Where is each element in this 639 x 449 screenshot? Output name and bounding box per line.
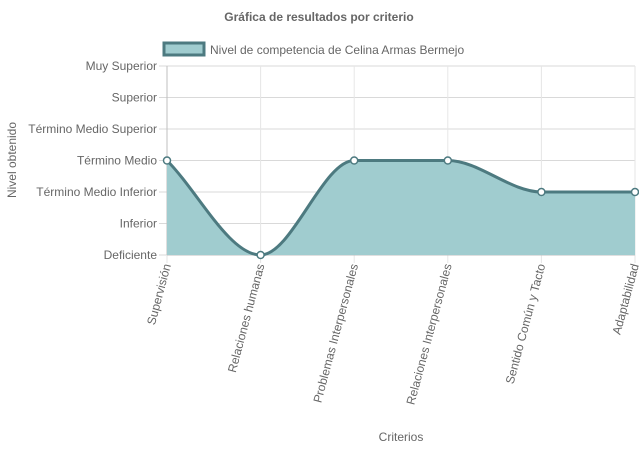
x-tick-label: Problemas Interpersonales [310, 262, 361, 404]
series-area [167, 160, 635, 255]
y-tick-label: Término Medio Inferior [36, 185, 157, 199]
y-tick-label: Deficiente [104, 248, 158, 262]
y-tick-label: Muy Superior [86, 59, 157, 73]
x-tick-label: Relaciones humanas [225, 262, 268, 374]
data-point [443, 156, 453, 165]
y-tick-label: Inferior [120, 217, 157, 231]
x-axis-label: Criterios [379, 430, 424, 444]
x-tick-label: Adaptabilidad [610, 262, 639, 336]
legend-label: Nivel de competencia de Celina Armas Ber… [210, 43, 464, 57]
y-axis-ticks: Deficiente Inferior Término Medio Inferior… [28, 59, 157, 262]
data-point [162, 156, 172, 165]
y-axis-label: Nivel obtenido [5, 122, 19, 198]
data-point [630, 187, 639, 197]
series-points [162, 156, 639, 260]
legend-swatch[interactable] [162, 41, 206, 57]
y-tick-label: Superior [112, 91, 157, 105]
x-tick-label: Sentido Común y Tacto [503, 262, 549, 386]
x-axis-ticks: Supervisión Relaciones humanas Problemas I… [144, 262, 639, 406]
y-tick-label: Término Medio Superior [28, 122, 157, 136]
y-tick-label: Término Medio [77, 154, 157, 168]
data-point [349, 156, 359, 165]
data-point [537, 187, 546, 197]
x-tick-label: Supervisión [144, 262, 174, 326]
chart-title: Gráfica de resultados por criterio [224, 10, 413, 24]
x-tick-label: Relaciones Interpersonales [404, 262, 455, 406]
data-point [256, 250, 265, 260]
